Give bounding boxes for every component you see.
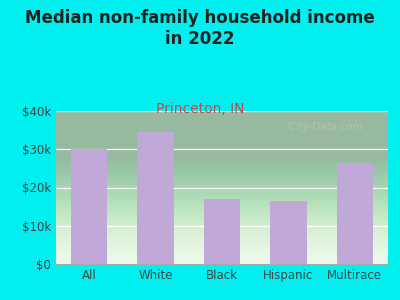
Text: Princeton, IN: Princeton, IN	[156, 102, 244, 116]
Text: Median non-family household income
in 2022: Median non-family household income in 20…	[25, 9, 375, 48]
Bar	[336, 163, 373, 264]
Bar	[204, 199, 240, 264]
Bar	[137, 132, 174, 264]
Text: City-Data.com: City-Data.com	[282, 122, 362, 132]
Bar	[270, 201, 307, 264]
Bar	[71, 149, 108, 264]
